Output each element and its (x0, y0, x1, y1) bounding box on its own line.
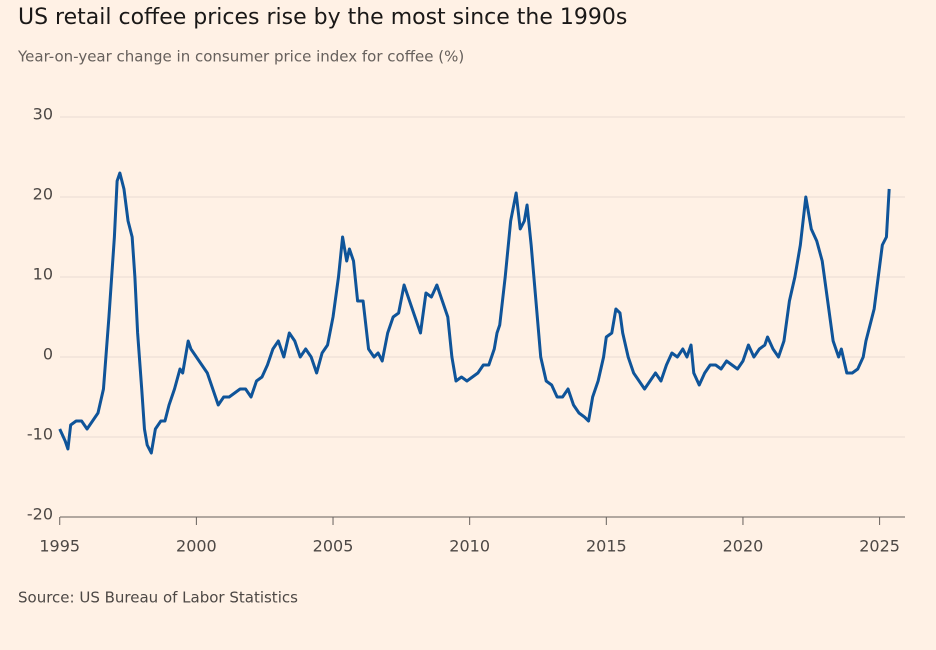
y-tick-label: 20 (33, 185, 53, 204)
y-tick-label: 0 (43, 345, 53, 364)
y-tick-label: -20 (27, 505, 53, 524)
source: Source: US Bureau of Labor Statistics (18, 589, 298, 607)
x-tick-label: 2020 (723, 537, 764, 556)
line-series (58, 171, 891, 455)
x-tick-label: 2000 (176, 537, 217, 556)
chart-subtitle: Year-on-year change in consumer price in… (17, 48, 464, 66)
chart-title: US retail coffee prices rise by the most… (18, 5, 627, 30)
x-tick-label: 2015 (586, 537, 627, 556)
x-tick-label: 2010 (449, 537, 490, 556)
x-tick-label: 2005 (313, 537, 354, 556)
x-tick-label: 2025 (859, 537, 900, 556)
y-tick-label: 10 (33, 265, 53, 284)
y-tick-label: 30 (33, 105, 53, 124)
x-tick-label: 1995 (39, 537, 80, 556)
y-tick-label: -10 (27, 425, 53, 444)
